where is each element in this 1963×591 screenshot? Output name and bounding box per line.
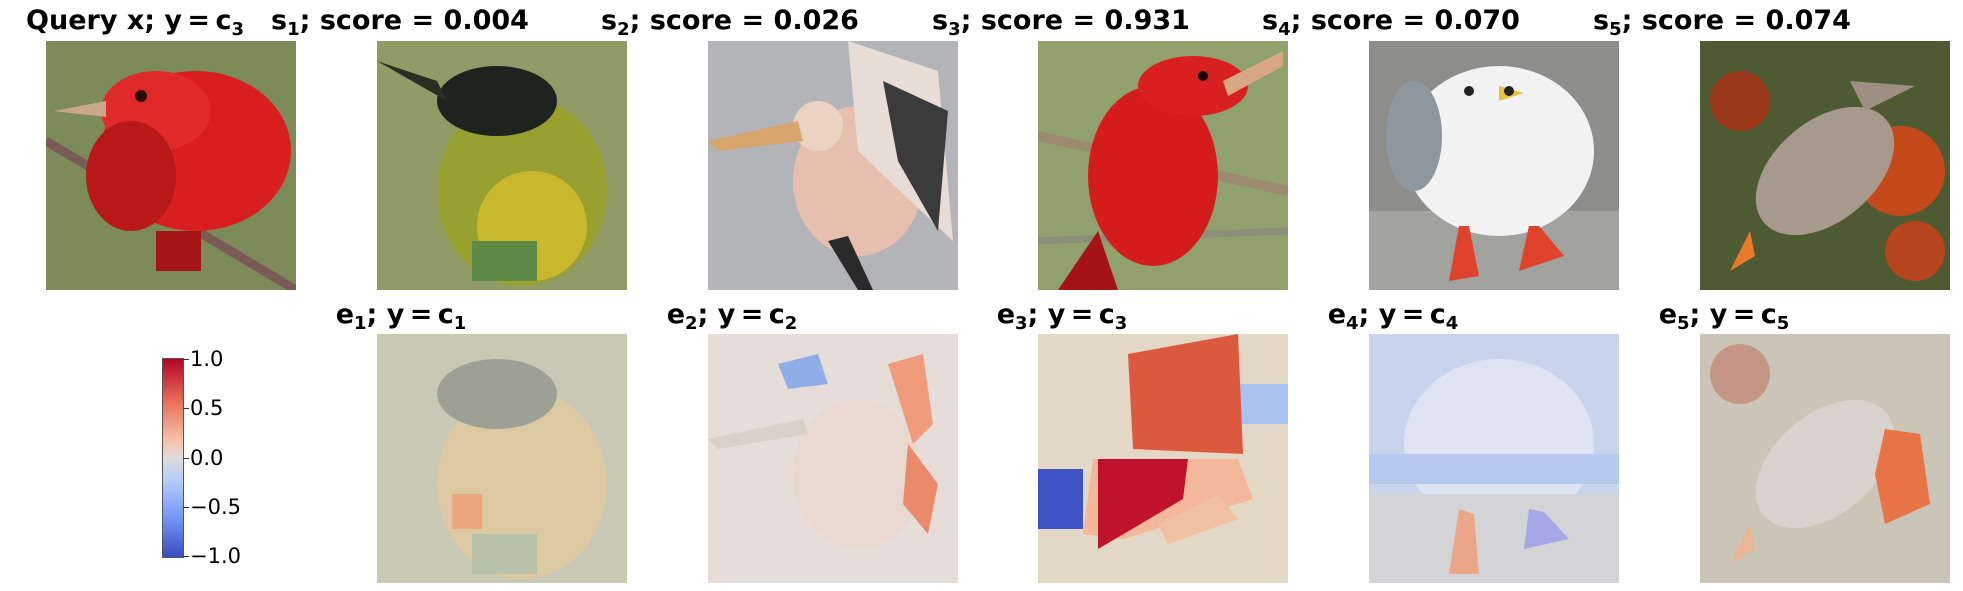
colorbar-tick-label: 0.5 (190, 396, 224, 420)
support-5-title: s5; score = 0.074 (1593, 5, 1851, 41)
support-4-image (1369, 41, 1619, 290)
explanation-3-heatmap (1038, 334, 1288, 583)
explanation-1-title: e1; y = c1 (335, 299, 467, 335)
explanation-5-title: e5; y = c5 (1658, 299, 1790, 335)
colorbar-tick-label: 0.0 (190, 446, 224, 470)
colorbar-tick-label: −1.0 (190, 544, 241, 568)
support-2-image (708, 41, 958, 290)
explanation-5-heatmap (1700, 334, 1950, 583)
explanation-4-title: e4; y = c4 (1327, 299, 1459, 335)
support-1-title: s1; score = 0.004 (271, 5, 529, 41)
support-2-title: s2; score = 0.026 (601, 5, 859, 41)
explanation-2-heatmap (708, 334, 958, 583)
support-3-title: s3; score = 0.931 (932, 5, 1190, 41)
support-3-image (1038, 41, 1288, 290)
explanation-1-heatmap (377, 334, 627, 583)
explanation-4-heatmap (1369, 334, 1619, 583)
explanation-3-title: e3; y = c3 (996, 299, 1128, 335)
query-title: Query x; y = c3 (26, 5, 244, 41)
explanation-2-title: e2; y = c2 (666, 299, 798, 335)
support-5-image (1700, 41, 1950, 290)
support-1-image (377, 41, 627, 290)
colorbar (162, 358, 184, 558)
support-4-title: s4; score = 0.070 (1262, 5, 1520, 41)
colorbar-tick-label: 1.0 (190, 347, 224, 371)
query-image (46, 41, 296, 290)
colorbar-tick-label: −0.5 (190, 495, 241, 519)
